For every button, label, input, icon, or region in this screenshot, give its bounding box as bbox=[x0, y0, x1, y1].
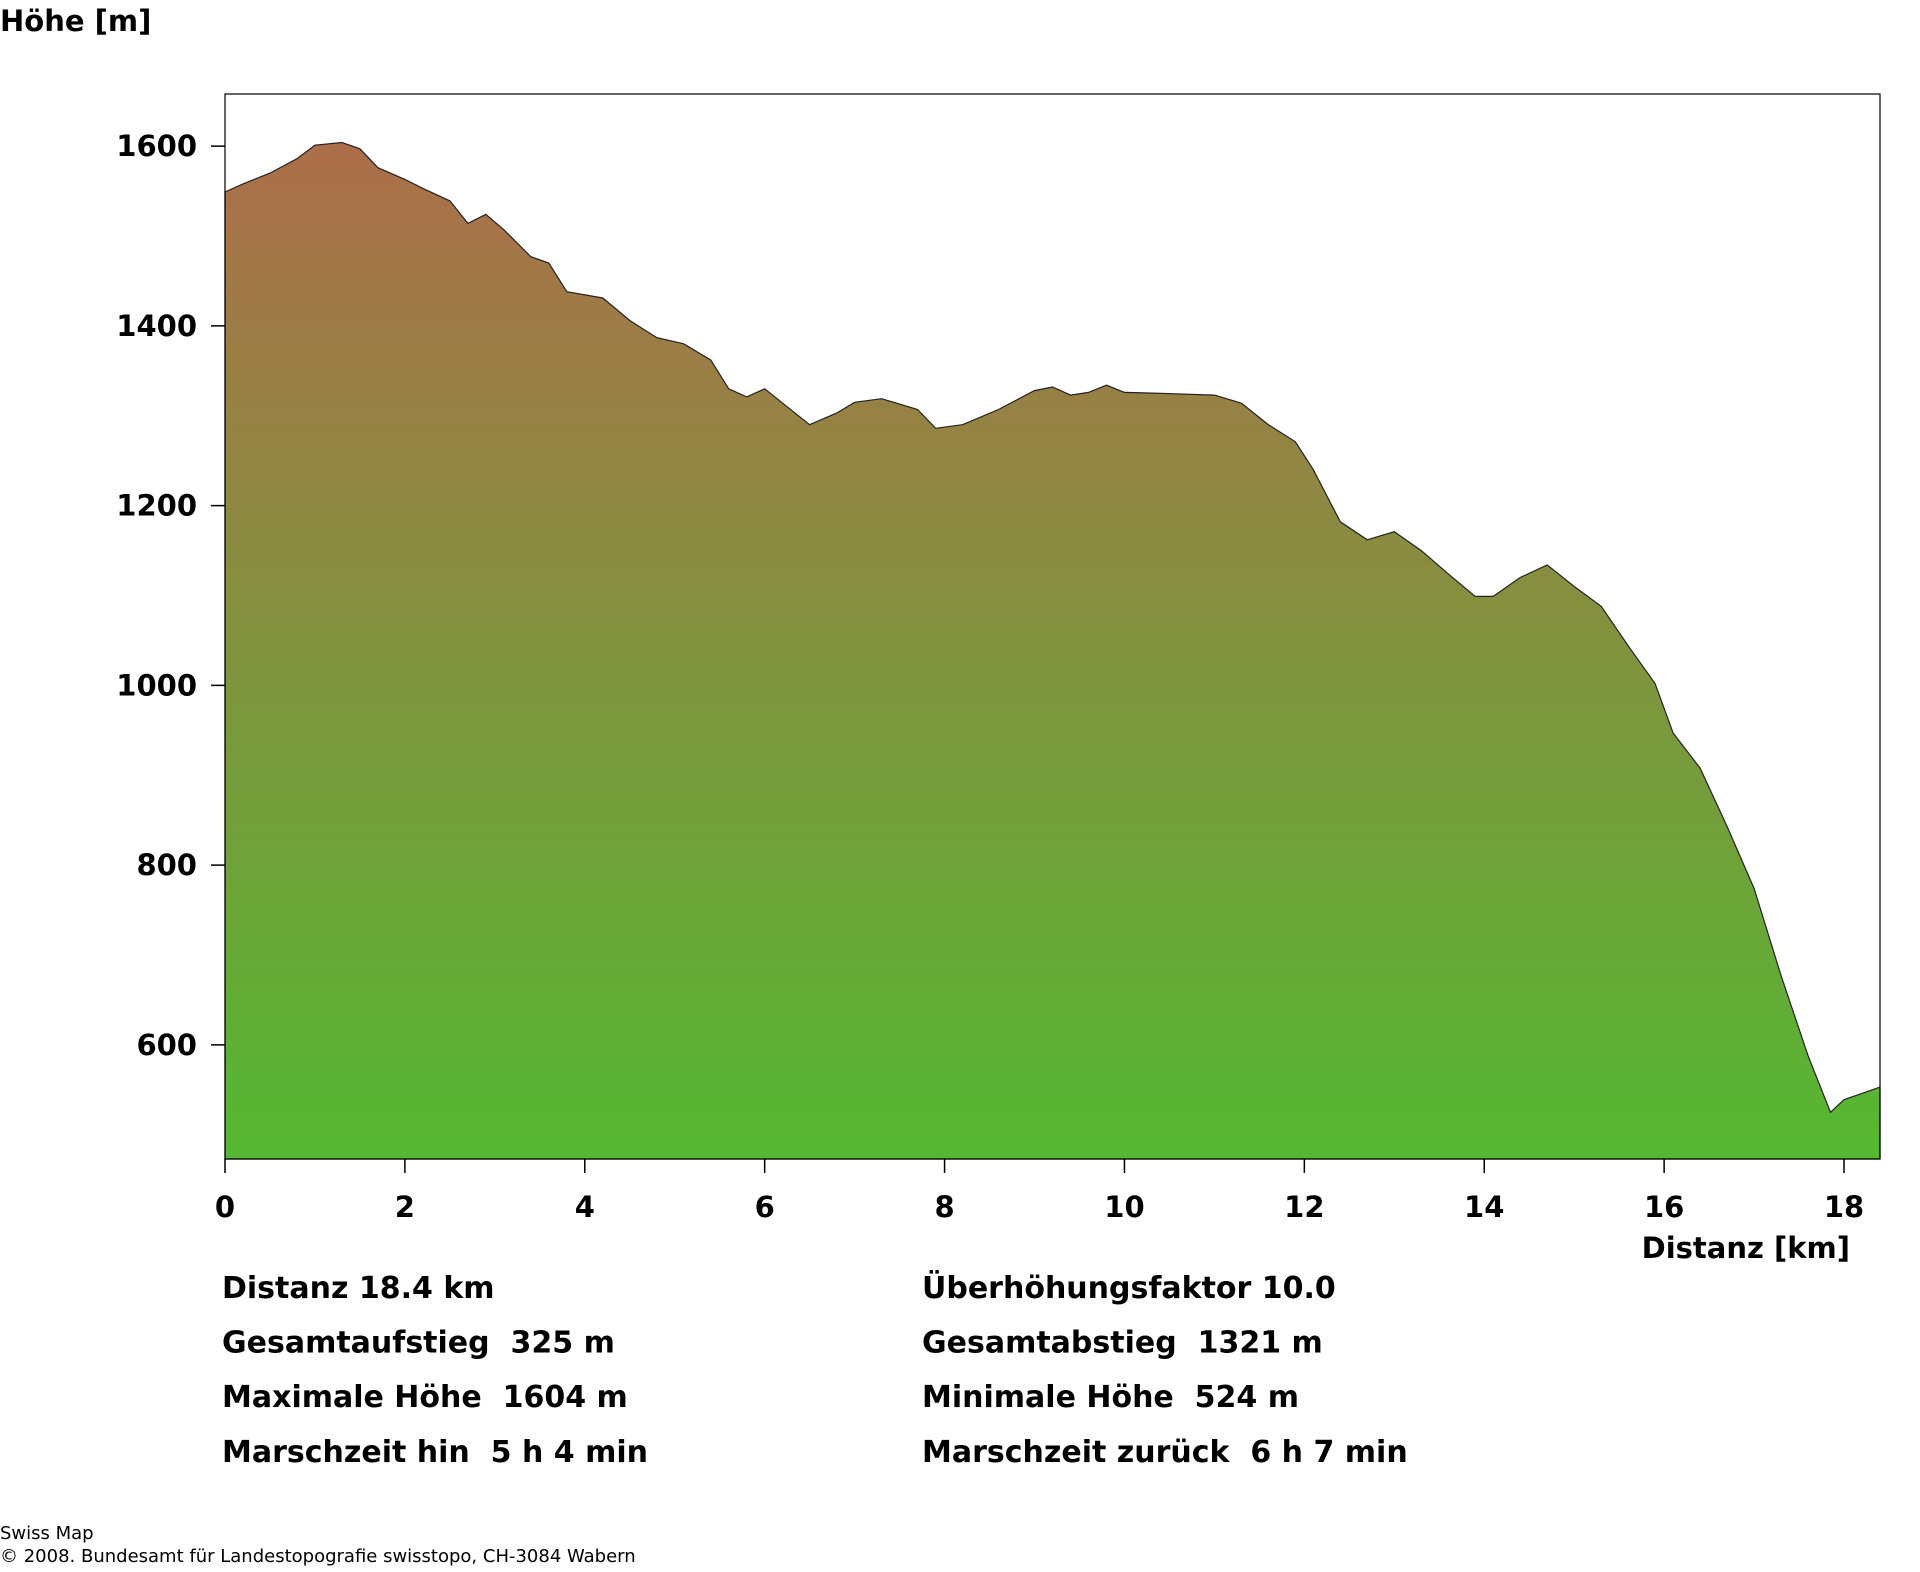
y-tick-label: 1400 bbox=[116, 309, 197, 343]
stats: Distanz 18.4 km Gesamtaufstieg 325 m Maxim… bbox=[222, 1269, 1408, 1470]
stat: Marschzeit hin 5 h 4 min bbox=[222, 1435, 648, 1470]
stat: Distanz 18.4 km bbox=[222, 1271, 495, 1306]
x-tick-label: 12 bbox=[1284, 1190, 1324, 1224]
y-axis-label: Höhe [m] bbox=[0, 4, 151, 38]
x-tick-label: 8 bbox=[934, 1190, 954, 1224]
stat: Gesamtabstieg 1321 m bbox=[922, 1326, 1323, 1361]
x-tick-label: 10 bbox=[1104, 1190, 1144, 1224]
x-axis-label: Distanz [km] bbox=[1642, 1231, 1850, 1265]
x-tick-label: 0 bbox=[215, 1190, 235, 1224]
stat: Maximale Höhe 1604 m bbox=[222, 1380, 628, 1415]
y-tick-label: 1200 bbox=[116, 489, 197, 523]
x-tick-label: 4 bbox=[575, 1190, 595, 1224]
footer-copyright: © 2008. Bundesamt für Landestopografie s… bbox=[0, 1546, 636, 1567]
x-tick-label: 14 bbox=[1464, 1190, 1504, 1224]
x-tick-label: 2 bbox=[395, 1190, 415, 1224]
y-tick-label: 1000 bbox=[116, 668, 197, 702]
y-tick-label: 600 bbox=[136, 1028, 197, 1062]
stat: Gesamtaufstieg 325 m bbox=[222, 1326, 615, 1361]
y-tick-label: 800 bbox=[136, 848, 197, 882]
x-tick-label: 18 bbox=[1824, 1190, 1864, 1224]
stat: Minimale Höhe 524 m bbox=[922, 1380, 1299, 1415]
stat: Marschzeit zurück 6 h 7 min bbox=[922, 1435, 1408, 1470]
x-tick-label: 6 bbox=[755, 1190, 775, 1224]
footer-source: Swiss Map bbox=[0, 1523, 94, 1544]
elevation-area bbox=[224, 141, 1881, 1160]
plot-frame bbox=[224, 93, 1881, 1160]
stat: Überhöhungsfaktor 10.0 bbox=[922, 1269, 1336, 1306]
x-tick-label: 16 bbox=[1644, 1190, 1684, 1224]
y-tick-label: 1600 bbox=[116, 129, 197, 163]
